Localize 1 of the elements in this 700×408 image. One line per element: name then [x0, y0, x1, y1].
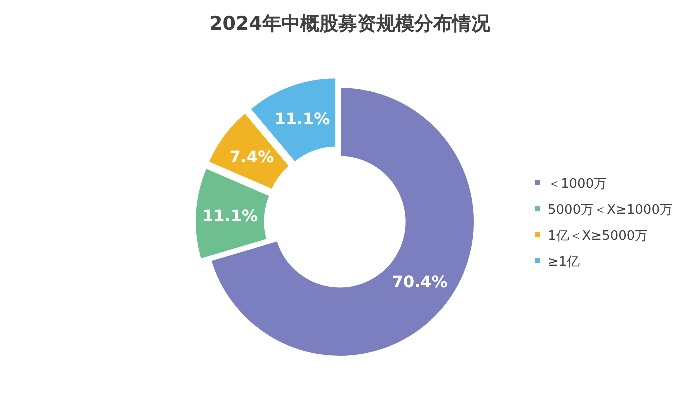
title: 2024年中概股募资规模分布情况: [210, 13, 490, 35]
